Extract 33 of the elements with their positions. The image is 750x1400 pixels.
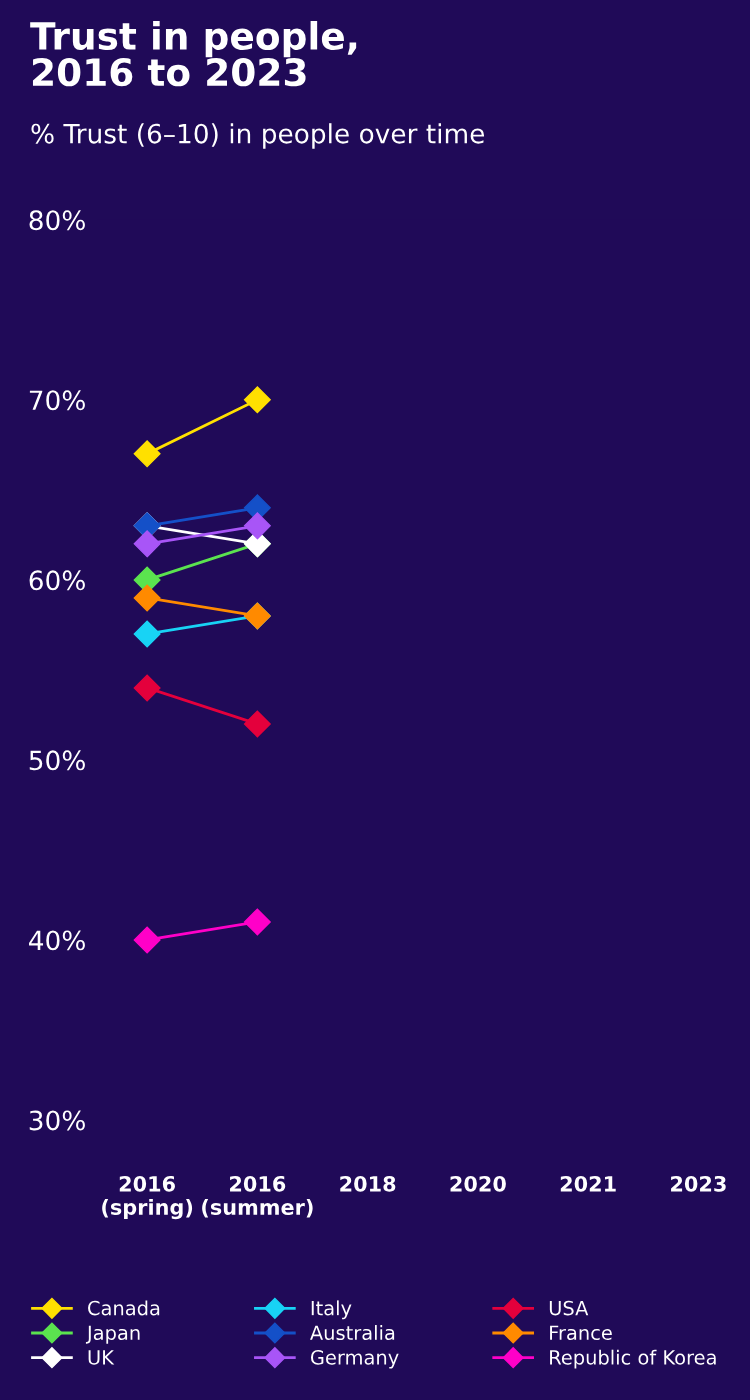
point	[133, 584, 161, 612]
x-tick-label: 2020	[450, 1175, 506, 1192]
point	[133, 620, 161, 648]
y-tick-label: 70%	[29, 390, 85, 411]
x-tick-label: 2016 (summer)	[202, 1175, 313, 1218]
legend-label: France	[550, 1325, 612, 1341]
y-tick-label: 60%	[29, 570, 85, 591]
legend-label: Japan	[85, 1325, 140, 1344]
point	[133, 440, 161, 468]
point	[133, 926, 161, 954]
legend-label: Australia	[310, 1325, 395, 1341]
legend-label: USA	[549, 1300, 589, 1316]
point	[243, 512, 271, 540]
y-tick-label: 50%	[29, 750, 85, 771]
x-tick-label: 2023	[671, 1175, 726, 1192]
point	[243, 710, 271, 738]
point	[243, 386, 271, 414]
point	[133, 674, 161, 702]
legend-label: Canada	[88, 1300, 160, 1316]
chart-title: Trust in people, 2016 to 2023	[30, 21, 357, 87]
y-tick-label: 40%	[29, 930, 85, 951]
chart-subtitle: % Trust (6–10) in people over time	[31, 123, 485, 149]
point	[243, 908, 271, 936]
legend-label: Republic of Korea	[550, 1349, 716, 1369]
x-tick-label: 2018	[340, 1175, 396, 1192]
y-tick-label: 80%	[29, 210, 85, 231]
y-tick-label: 30%	[29, 1110, 85, 1131]
x-tick-label: 2021	[560, 1175, 616, 1192]
legend-label: UK	[88, 1350, 115, 1365]
legend-label: Italy	[311, 1300, 352, 1320]
point	[133, 530, 161, 558]
legend-label: Germany	[310, 1350, 399, 1369]
x-tick-label: 2016 (spring)	[102, 1175, 193, 1220]
